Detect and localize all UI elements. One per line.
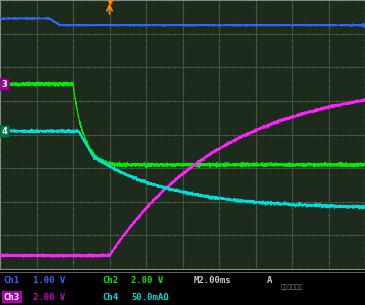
Text: 3: 3: [1, 80, 7, 88]
Text: M2.00ms: M2.00ms: [193, 276, 231, 285]
Text: 电子工程世界: 电子工程世界: [281, 284, 303, 290]
Text: Ch2: Ch2: [102, 276, 118, 285]
Text: 2.00 V: 2.00 V: [131, 276, 164, 285]
Text: 2.00 V: 2.00 V: [33, 292, 65, 302]
Text: Ch4: Ch4: [102, 292, 118, 302]
Text: 50.0mAΩ: 50.0mAΩ: [131, 292, 169, 302]
Text: 1.00 V: 1.00 V: [33, 276, 65, 285]
Text: 4: 4: [1, 127, 7, 136]
Text: Ch3: Ch3: [4, 292, 20, 302]
Text: A: A: [266, 276, 272, 285]
Text: Ch1: Ch1: [4, 276, 20, 285]
